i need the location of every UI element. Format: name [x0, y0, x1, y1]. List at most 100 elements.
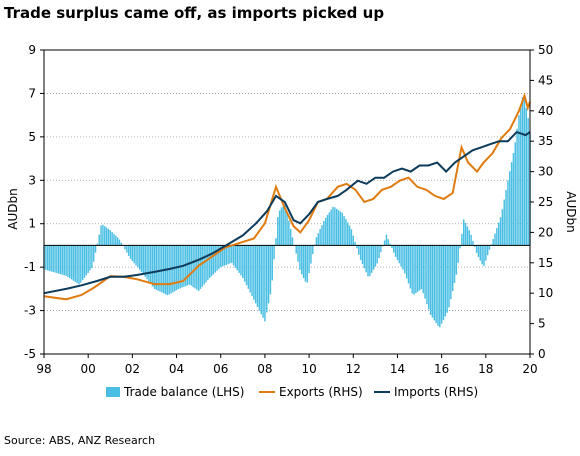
trade-balance-bar — [284, 203, 286, 246]
trade-balance-bar — [251, 245, 253, 297]
trade-balance-bar — [503, 199, 505, 246]
trade-balance-bar — [330, 209, 332, 246]
trade-balance-bar — [247, 245, 250, 289]
trade-balance-bar — [451, 245, 454, 292]
right-tick-label: 40 — [538, 104, 553, 118]
trade-balance-bar — [199, 245, 202, 289]
trade-balance-bar — [249, 245, 251, 293]
trade-balance-bar — [221, 245, 224, 267]
trade-balance-bar — [85, 245, 88, 276]
left-tick-label: -5 — [24, 347, 36, 361]
trade-balance-bar — [319, 229, 321, 246]
trade-balance-bar — [242, 245, 244, 278]
trade-balance-bar — [256, 245, 259, 307]
trade-balance-bar — [80, 245, 82, 283]
plot-frame — [43, 49, 531, 355]
trade-balance-bar — [433, 245, 436, 321]
exports-line — [43, 92, 531, 301]
trade-balance-bar — [523, 98, 526, 246]
trade-balance-bar — [448, 245, 450, 308]
trade-balance-bar — [409, 245, 412, 289]
trade-balance-bar — [481, 245, 483, 265]
trade-balance-bar — [450, 245, 452, 300]
trade-balance-bar — [236, 245, 239, 271]
trade-balance-bar — [45, 245, 47, 270]
trade-balance-bar — [492, 238, 494, 246]
trade-balance-bar — [216, 245, 218, 271]
trade-balance-bar — [376, 245, 378, 264]
trade-balance-bar — [422, 245, 424, 294]
trade-balance-bar — [328, 212, 331, 246]
x-tick-label: 98 — [36, 362, 51, 376]
trade-balance-bar — [418, 245, 421, 291]
trade-balance-bar — [306, 245, 308, 283]
trade-balance-bar — [505, 189, 507, 246]
trade-balance-bar — [282, 204, 285, 246]
trade-balance-bar — [208, 245, 211, 278]
right-tick-label: 30 — [538, 165, 553, 179]
trade-balance-bar — [140, 245, 143, 272]
trade-balance-bar — [229, 245, 231, 264]
trade-balance-bar — [518, 115, 520, 246]
trade-balance-bar — [297, 245, 299, 262]
trade-balance-bar — [52, 245, 54, 273]
trade-balance-bar — [304, 245, 307, 282]
trade-balance-bar — [497, 222, 500, 246]
trade-balance-bar — [219, 245, 222, 268]
trade-balance-bar — [461, 233, 463, 246]
trade-balance-bar — [324, 217, 327, 246]
left-tick-label: -3 — [24, 304, 36, 318]
trade-balance-bar — [472, 240, 474, 246]
left-tick-label: 7 — [28, 86, 36, 100]
trade-balance-bar — [118, 239, 121, 246]
trade-balance-bar — [56, 245, 58, 274]
trade-balance-bar — [234, 245, 237, 268]
trade-balance-bar — [486, 245, 489, 256]
trade-balance-bar — [437, 245, 439, 326]
trade-balance-bar — [98, 234, 100, 246]
right-tick-label: 25 — [538, 195, 553, 209]
trade-balance-bar — [315, 237, 318, 246]
trade-balance-bar — [391, 245, 393, 249]
trade-balance-bar — [74, 245, 77, 282]
trade-balance-bar — [188, 245, 191, 285]
trade-balance-bar — [81, 245, 84, 281]
trade-balance-bar — [457, 245, 459, 263]
trade-balance-bar — [113, 233, 115, 246]
trade-balance-bar — [137, 245, 139, 268]
trade-balance-bar — [507, 180, 509, 246]
right-tick-label: 50 — [538, 43, 553, 57]
trade-balance-bar — [299, 245, 301, 270]
trade-balance-bar — [462, 219, 465, 246]
trade-balance-bar — [394, 245, 397, 257]
trade-balance-bar — [527, 118, 529, 246]
trade-balance-bar — [339, 211, 342, 246]
trade-balance-bar — [65, 245, 67, 276]
trade-balance-bar — [269, 245, 272, 295]
trade-balance-bar — [289, 229, 292, 246]
x-tick-label: 16 — [434, 362, 449, 376]
right-tick-label: 35 — [538, 134, 553, 148]
trade-balance-bar — [442, 245, 445, 320]
trade-balance-bar — [135, 245, 137, 266]
trade-balance-bar — [69, 245, 71, 279]
trade-balance-bar — [96, 243, 99, 246]
trade-balance-bar — [78, 245, 80, 285]
right-tick-label: 5 — [538, 317, 546, 331]
x-tick-label: 12 — [346, 362, 361, 376]
trade-balance-bar — [124, 245, 126, 250]
trade-balance-bar — [416, 245, 419, 292]
trade-balance-bar — [207, 245, 209, 281]
trade-balance-bar — [352, 235, 355, 246]
trade-balance-bar — [426, 245, 428, 305]
trade-balance-bar — [509, 171, 511, 246]
trade-balance-bar — [138, 245, 141, 270]
x-tick-label: 10 — [301, 362, 316, 376]
trade-balance-bar — [475, 245, 478, 253]
x-tick-label: 08 — [257, 362, 272, 376]
trade-balance-bar — [453, 245, 456, 283]
trade-balance-bar — [459, 245, 461, 249]
trade-balance-bar — [264, 245, 266, 322]
trade-balance-bar — [358, 245, 360, 255]
trade-balance-bar — [415, 245, 417, 294]
